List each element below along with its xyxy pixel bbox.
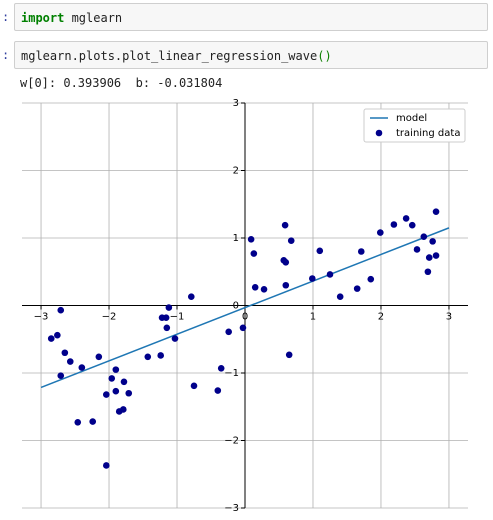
data-point [103, 391, 110, 398]
code-token: mglearn [64, 11, 123, 25]
x-tick-label: 3 [446, 312, 452, 323]
data-point [144, 353, 152, 361]
data-point [282, 281, 290, 289]
data-point [57, 372, 65, 380]
data-point [367, 275, 375, 283]
data-point [120, 406, 127, 413]
data-point [424, 268, 432, 276]
data-point [165, 304, 173, 311]
data-point [425, 254, 433, 261]
data-point [309, 275, 316, 282]
regression-line [40, 227, 450, 389]
prompt: : [2, 10, 10, 24]
data-point [260, 286, 268, 293]
data-point [103, 462, 110, 469]
legend-swatch [375, 129, 383, 137]
data-point [217, 364, 225, 372]
y-tick-label: 3 [233, 98, 239, 109]
data-point [357, 248, 365, 255]
data-point [287, 237, 295, 244]
y-tick-label: 2 [233, 166, 239, 177]
data-point [57, 306, 65, 314]
data-point [429, 238, 436, 245]
output-text: w[0]: 0.393906 b: -0.031804 [20, 76, 223, 90]
data-point [250, 250, 258, 257]
code-token: () [317, 49, 332, 63]
data-point [432, 208, 440, 215]
data-point [47, 335, 55, 342]
data-point [336, 293, 344, 301]
code-token: mglearn.plots.plot_linear_regression_wav… [21, 49, 318, 63]
data-point [190, 382, 198, 390]
data-point [157, 352, 164, 359]
data-point [282, 259, 290, 266]
data-point [239, 324, 247, 332]
data-point [214, 387, 222, 394]
data-point [162, 314, 170, 321]
data-point [66, 358, 74, 365]
data-point [171, 335, 179, 342]
code-token: import [21, 11, 65, 25]
data-point [413, 246, 421, 253]
data-point [89, 418, 97, 425]
data-point [95, 353, 103, 361]
data-point [120, 378, 128, 386]
data-point [225, 328, 232, 336]
y-tick-label: −1 [224, 368, 239, 379]
y-tick-label: 1 [233, 233, 239, 244]
y-tick-label: −2 [224, 436, 239, 447]
data-point [390, 221, 398, 228]
data-point [54, 331, 61, 339]
x-tick-label: −2 [102, 312, 117, 323]
code-cell[interactable]: import mglearn [14, 3, 488, 31]
x-tick-label: 1 [310, 312, 316, 323]
legend-label: training data [396, 128, 460, 139]
data-point [61, 349, 69, 357]
data-point [251, 283, 259, 291]
data-point [112, 366, 120, 373]
data-point [420, 233, 428, 240]
x-tick-label: 2 [378, 312, 384, 323]
data-point [281, 221, 289, 229]
data-point [432, 252, 440, 259]
data-point [125, 389, 133, 397]
legend-label: model [396, 113, 427, 124]
prompt: : [2, 48, 10, 62]
data-point [247, 236, 255, 243]
code-cell[interactable]: mglearn.plots.plot_linear_regression_wav… [14, 41, 488, 69]
y-tick-label: −3 [224, 503, 239, 514]
data-point [78, 364, 86, 371]
data-point [108, 375, 116, 382]
data-point [353, 285, 361, 292]
data-point [187, 293, 195, 301]
data-point [285, 351, 293, 359]
data-point [112, 387, 120, 395]
data-point [326, 271, 334, 278]
data-point [402, 215, 410, 222]
x-tick-label: −1 [170, 312, 185, 323]
data-point [74, 418, 82, 426]
legend-box [363, 108, 466, 143]
x-tick-label: −3 [34, 312, 49, 323]
data-point [408, 221, 416, 229]
data-point [316, 247, 324, 255]
data-point [163, 324, 171, 332]
data-point [376, 229, 384, 236]
